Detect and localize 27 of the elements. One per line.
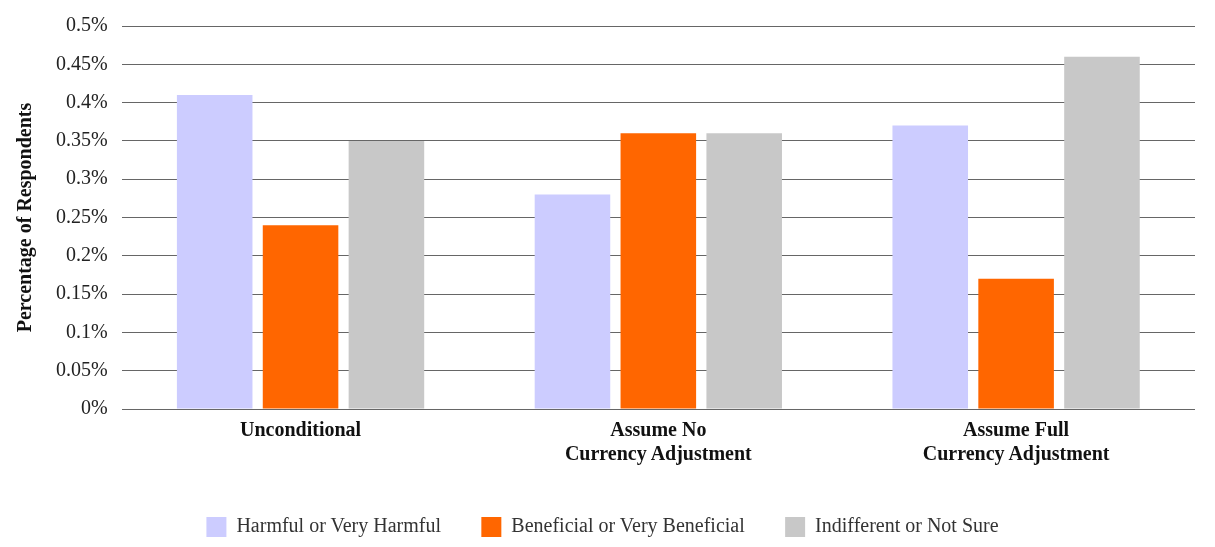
bar: [262, 225, 339, 409]
legend-label: Beneficial or Very Beneficial: [511, 514, 746, 538]
bar: [892, 125, 969, 409]
y-tick-label: 0.05%: [55, 357, 108, 380]
bar: [1064, 56, 1140, 409]
legend-label: Indifferent or Not Sure: [815, 514, 999, 537]
y-tick-label: 0.1%: [65, 319, 108, 342]
y-tick-label: 0.35%: [55, 128, 108, 151]
y-tick-label: 0.2%: [65, 243, 108, 266]
y-tick-label: 0.5%: [65, 13, 108, 36]
bar: [978, 278, 1054, 409]
bar: [620, 133, 697, 409]
y-tick-label: 0.45%: [55, 51, 108, 74]
x-tick-label: Assume Full Currency Adjustment: [922, 418, 1110, 466]
y-tick-label: 0.3%: [65, 166, 108, 189]
bar: [176, 94, 253, 409]
y-axis-title: Percentage of Respondents: [13, 102, 37, 333]
bar: [706, 133, 782, 409]
y-tick-label: 0.15%: [55, 281, 108, 304]
y-tick-label: 0.4%: [65, 89, 108, 112]
legend-label: Harmful or Very Harmful: [236, 514, 442, 538]
x-tick-label: Unconditional: [239, 418, 362, 441]
y-tick-label: 0.25%: [55, 204, 108, 227]
bar: [534, 194, 611, 409]
bar: [348, 140, 425, 409]
x-tick-label: Assume No Currency Adjustment: [564, 418, 753, 466]
y-tick-label: 0%: [80, 396, 108, 419]
